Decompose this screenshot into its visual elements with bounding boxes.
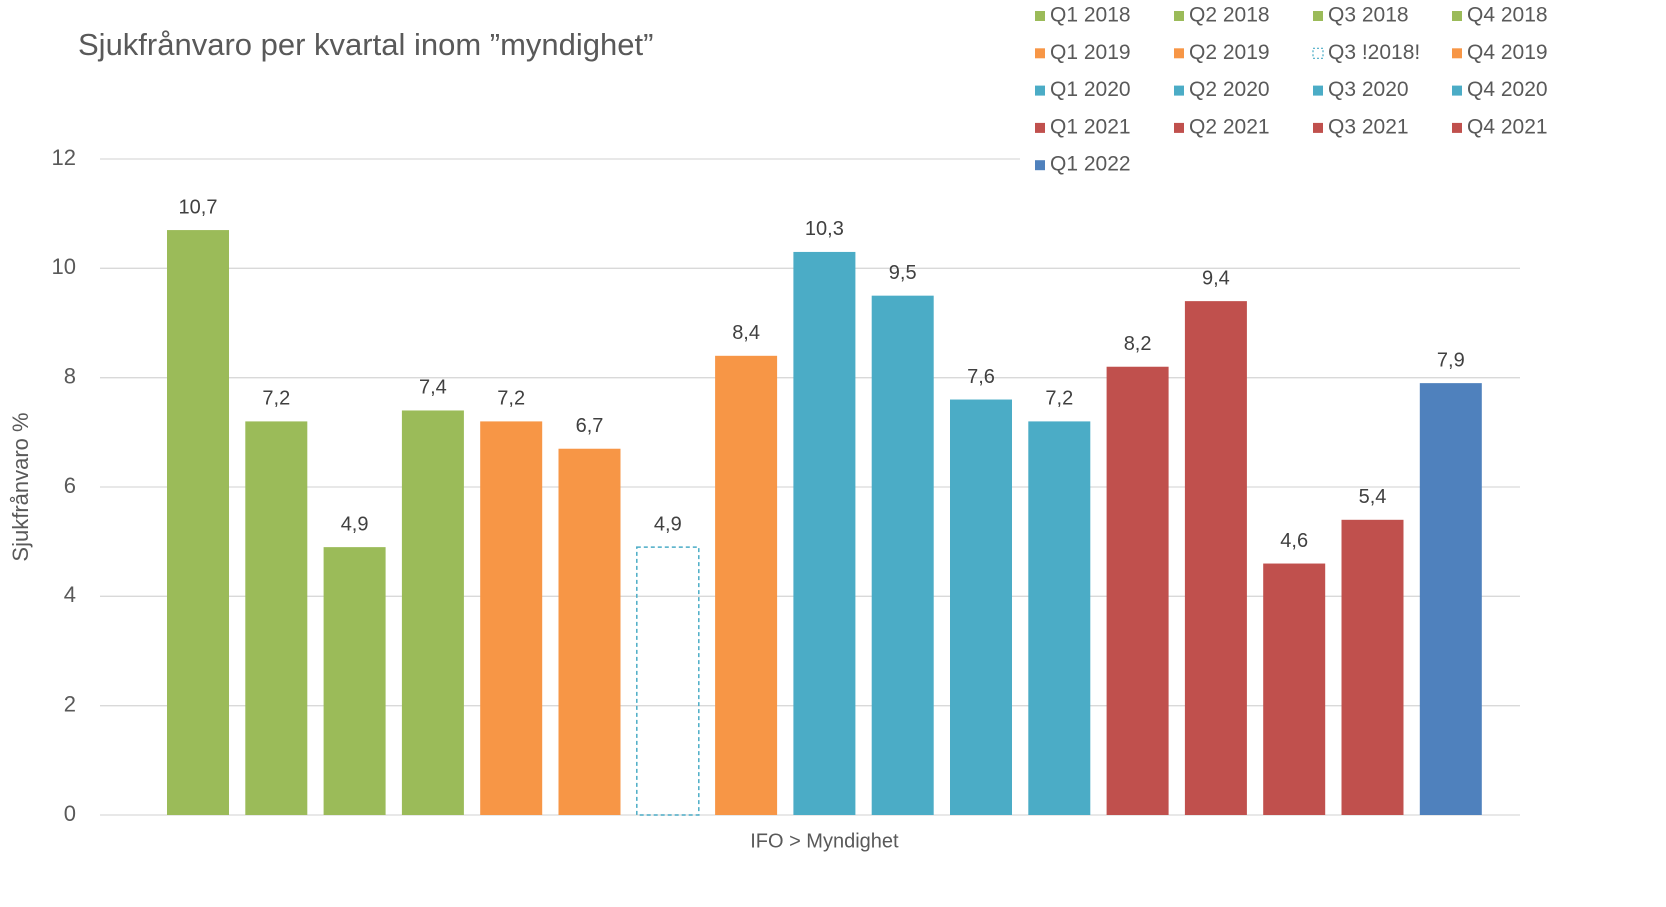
legend-label: Q4 2021 [1467, 115, 1548, 138]
legend-swatch [1452, 85, 1462, 96]
legend-swatch [1035, 85, 1045, 96]
y-tick-label: 4 [64, 582, 76, 607]
bar [715, 355, 778, 815]
legend-swatch [1174, 11, 1184, 21]
y-tick-label: 0 [64, 801, 76, 826]
bar [480, 421, 543, 815]
value-label: 7,2 [497, 388, 525, 410]
legend-label: Q2 2020 [1189, 78, 1270, 101]
y-axis-label: Sjukfrånvaro % [8, 412, 33, 561]
legend-label: Q3 2021 [1328, 115, 1409, 138]
bar [636, 546, 700, 816]
bar [558, 448, 621, 815]
legend-swatch [1035, 122, 1045, 133]
value-label: 7,9 [1437, 349, 1465, 371]
value-label: 9,5 [889, 262, 917, 284]
value-label: 7,4 [419, 377, 447, 399]
legend-label: Q1 2020 [1050, 78, 1131, 101]
y-tick-label: 6 [64, 473, 76, 498]
legend-swatch [1312, 47, 1324, 59]
chart-title: Sjukfrånvaro per kvartal inom ”myndighet… [78, 27, 653, 62]
value-label: 6,7 [576, 415, 604, 437]
legend-label: Q4 2020 [1467, 78, 1548, 101]
legend-label: Q2 2019 [1189, 41, 1270, 64]
legend-swatch [1035, 48, 1045, 59]
value-label: 5,4 [1359, 486, 1387, 508]
bar [245, 421, 308, 815]
bar [1106, 366, 1169, 815]
legend-swatch [1452, 122, 1462, 133]
bar [323, 547, 386, 815]
legend-swatch [1174, 48, 1184, 59]
value-label: 4,6 [1280, 530, 1308, 552]
legend-label: Q2 2021 [1189, 115, 1270, 138]
y-tick-label: 12 [52, 145, 76, 170]
legend-label: Q2 2018 [1189, 4, 1270, 27]
legend-label: Q3 2018 [1328, 4, 1409, 27]
value-label: 7,6 [967, 366, 995, 388]
bar [167, 230, 229, 816]
legend-label: Q3 2020 [1328, 78, 1409, 101]
value-label: 10,7 [179, 196, 218, 218]
legend-swatch [1452, 48, 1462, 59]
y-tick-label: 8 [64, 363, 76, 388]
legend-label: Q4 2019 [1467, 41, 1548, 64]
bar [1341, 519, 1404, 815]
value-label: 8,4 [732, 322, 760, 344]
value-label: 4,9 [654, 513, 682, 535]
x-tick-label: IFO > Myndighet [750, 830, 899, 852]
legend-swatch [1174, 122, 1184, 133]
bar [871, 295, 934, 816]
legend-label: Q1 2019 [1050, 41, 1131, 64]
value-label: 7,2 [262, 388, 290, 410]
bar [401, 410, 464, 815]
bar [950, 399, 1012, 815]
legend-label: Q4 2018 [1467, 4, 1548, 27]
legend-swatch [1452, 11, 1462, 21]
legend-label: Q1 2021 [1050, 115, 1131, 138]
legend-background [1020, 0, 1666, 182]
y-tick-label: 2 [64, 691, 76, 716]
legend-label: Q1 2018 [1050, 4, 1131, 27]
legend-swatch [1313, 85, 1323, 96]
legend-swatch [1174, 85, 1184, 96]
value-label: 8,2 [1124, 333, 1152, 355]
bar [1184, 301, 1247, 816]
value-label: 4,9 [341, 513, 369, 535]
bar [1028, 421, 1091, 815]
y-tick-label: 10 [52, 254, 76, 279]
bar [1263, 563, 1326, 815]
legend-swatch [1035, 11, 1045, 21]
bar [793, 251, 856, 815]
legend-swatch [1313, 11, 1323, 21]
value-label: 9,4 [1202, 267, 1230, 289]
value-label: 10,3 [805, 218, 844, 240]
legend-swatch [1035, 160, 1045, 171]
legend-swatch [1313, 122, 1323, 133]
value-label: 7,2 [1045, 388, 1073, 410]
bar [1419, 383, 1482, 815]
legend-label: Q3 !2018! [1328, 41, 1420, 64]
legend-label: Q1 2022 [1050, 153, 1131, 176]
